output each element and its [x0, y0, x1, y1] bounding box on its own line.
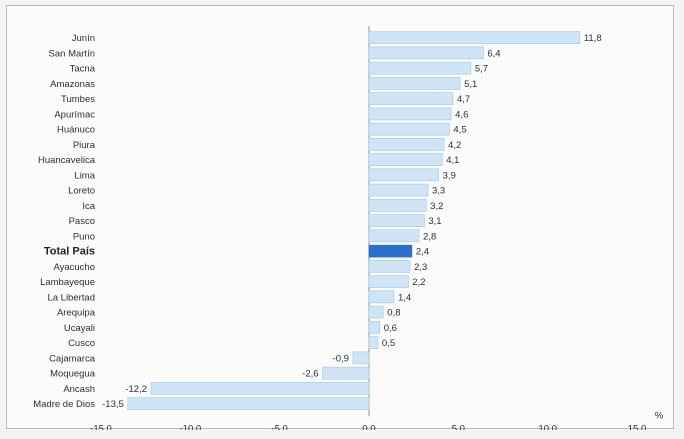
value-label-2: 5,7 [475, 64, 488, 75]
value-label-19: 0,6 [384, 323, 397, 334]
value-label-23: -12,2 [125, 384, 147, 395]
value-label-17: 1,4 [398, 292, 411, 303]
x-tick-label-6: 15,0 [628, 423, 647, 430]
category-label-3: Amazonas [50, 79, 95, 90]
value-label-7: 4,2 [448, 140, 461, 151]
bar-2 [368, 61, 472, 75]
bar-19 [368, 321, 381, 334]
bar-21 [352, 351, 370, 365]
value-label-21: -0,9 [333, 353, 349, 364]
value-label-0: 11,8 [584, 33, 602, 44]
value-label-9: 3,9 [443, 170, 456, 181]
x-unit-label: % [655, 410, 664, 421]
category-label-5: Apurímac [54, 109, 95, 120]
value-label-10: 3,3 [432, 186, 445, 197]
bar-5 [368, 107, 452, 121]
bar-20 [368, 336, 379, 349]
bar-0 [368, 31, 581, 44]
category-label-0: Junín [72, 33, 95, 44]
category-label-7: Piura [73, 140, 96, 151]
category-label-24: Madre de Dios [33, 399, 95, 410]
chart-frame: Junín 11,8 San Martín 6,4 Tacna 5,7 Amazonas 5,… [6, 5, 674, 430]
value-label-24: -13,5 [102, 399, 124, 410]
category-label-21: Cajamarca [49, 353, 96, 364]
x-tick-label-3: 0,0 [362, 423, 375, 430]
value-label-5: 4,6 [455, 109, 468, 120]
x-tick-label-0: -15,0 [90, 423, 112, 430]
value-label-13: 2,8 [423, 231, 436, 242]
x-tick-label-5: 10,0 [538, 423, 557, 430]
category-label-17: La Libertad [47, 292, 95, 303]
bar-16 [368, 275, 409, 288]
category-label-13: Puno [73, 231, 95, 242]
bar-18 [368, 305, 384, 319]
bar-14 [368, 244, 413, 258]
bar-23 [150, 382, 370, 395]
value-label-18: 0,8 [387, 308, 400, 319]
bar-1 [368, 46, 484, 60]
bar-17 [368, 290, 395, 304]
category-label-6: Huánuco [57, 125, 95, 136]
category-label-22: Moquegua [50, 369, 96, 380]
value-label-16: 2,2 [412, 277, 425, 288]
value-label-15: 2,3 [414, 262, 427, 273]
value-label-12: 3,1 [428, 216, 441, 227]
category-label-14: Total País [44, 246, 95, 258]
value-label-11: 3,2 [430, 201, 443, 212]
bar-13 [368, 229, 420, 243]
value-label-20: 0,5 [382, 338, 395, 349]
x-tick-label-4: 5,0 [452, 423, 465, 430]
category-label-15: Ayacucho [53, 262, 95, 273]
bar-11 [368, 199, 427, 212]
value-label-8: 4,1 [446, 155, 459, 166]
category-label-1: San Martín [49, 48, 95, 59]
category-label-18: Arequipa [57, 308, 96, 319]
bar-22 [322, 366, 370, 380]
value-label-3: 5,1 [464, 79, 477, 90]
value-label-1: 6,4 [487, 48, 500, 59]
category-label-19: Ucayali [64, 323, 95, 334]
bar-6 [368, 122, 450, 136]
x-tick-label-1: -10,0 [180, 423, 202, 430]
bar-10 [368, 183, 429, 197]
category-label-2: Tacna [70, 64, 96, 75]
value-label-14: 2,4 [416, 247, 429, 258]
category-label-9: Lima [74, 170, 95, 181]
category-label-8: Huancavelica [38, 155, 96, 166]
bar-3 [368, 77, 461, 90]
category-label-11: Ica [82, 201, 95, 212]
bar-4 [368, 92, 454, 105]
value-label-4: 4,7 [457, 94, 470, 105]
x-tick-label-2: -5,0 [271, 423, 287, 430]
bar-7 [368, 138, 445, 151]
bar-9 [368, 168, 439, 182]
bar-24 [127, 397, 370, 410]
category-label-4: Tumbes [61, 94, 95, 105]
bar-12 [368, 214, 425, 227]
value-label-22: -2,6 [302, 369, 318, 380]
category-label-12: Pasco [69, 216, 95, 227]
category-label-23: Ancash [63, 384, 95, 395]
category-label-20: Cusco [68, 338, 95, 349]
bar-15 [368, 260, 411, 273]
category-label-16: Lambayeque [40, 277, 95, 288]
bar-chart: Junín 11,8 San Martín 6,4 Tacna 5,7 Amazonas 5,… [33, 26, 664, 430]
category-label-10: Loreto [68, 186, 95, 197]
value-label-6: 4,5 [453, 125, 466, 136]
bar-8 [368, 153, 443, 166]
